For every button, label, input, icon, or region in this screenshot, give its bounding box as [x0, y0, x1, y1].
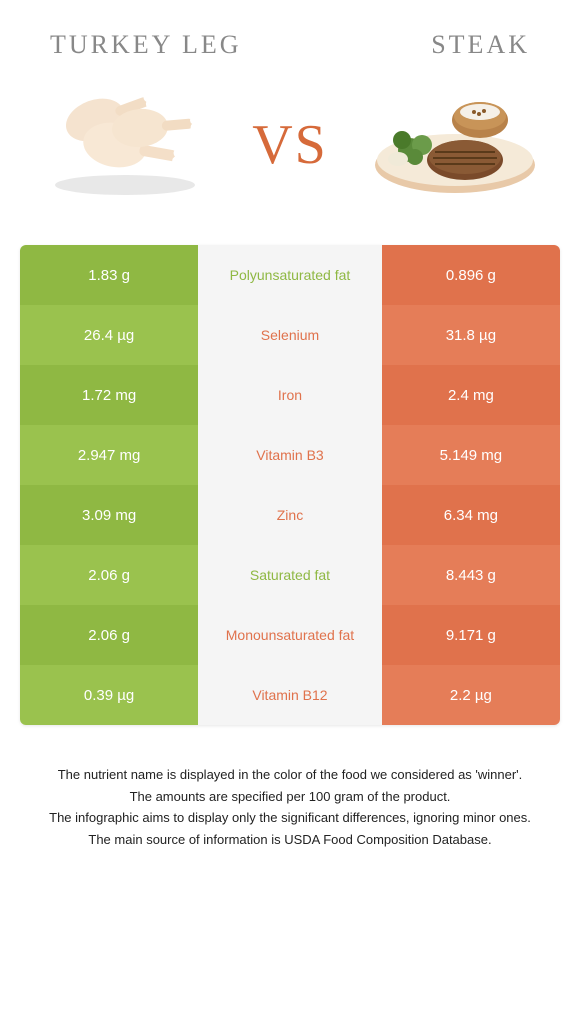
left-value: 1.72 mg	[20, 365, 198, 425]
turkey-leg-image	[40, 85, 210, 205]
left-value: 2.947 mg	[20, 425, 198, 485]
table-row: 2.06 gSaturated fat8.443 g	[20, 545, 560, 605]
footer-line-2: The amounts are specified per 100 gram o…	[35, 787, 545, 807]
left-value: 3.09 mg	[20, 485, 198, 545]
footer-line-4: The main source of information is USDA F…	[35, 830, 545, 850]
footer-line-3: The infographic aims to display only the…	[35, 808, 545, 828]
nutrient-name: Vitamin B3	[198, 425, 382, 485]
nutrient-name: Selenium	[198, 305, 382, 365]
nutrient-name: Zinc	[198, 485, 382, 545]
table-row: 26.4 µgSelenium31.8 µg	[20, 305, 560, 365]
left-title: TURKEY LEG	[50, 30, 242, 60]
footer-line-1: The nutrient name is displayed in the co…	[35, 765, 545, 785]
comparison-table: 1.83 gPolyunsaturated fat0.896 g26.4 µgS…	[20, 245, 560, 725]
right-value: 9.171 g	[382, 605, 560, 665]
right-value: 8.443 g	[382, 545, 560, 605]
table-row: 2.947 mgVitamin B35.149 mg	[20, 425, 560, 485]
steak-image	[370, 85, 540, 205]
right-value: 2.2 µg	[382, 665, 560, 725]
right-title: STEAK	[431, 30, 530, 60]
table-row: 3.09 mgZinc6.34 mg	[20, 485, 560, 545]
header: TURKEY LEG STEAK	[20, 30, 560, 60]
table-row: 1.72 mgIron2.4 mg	[20, 365, 560, 425]
right-value: 31.8 µg	[382, 305, 560, 365]
left-value: 26.4 µg	[20, 305, 198, 365]
left-value: 2.06 g	[20, 605, 198, 665]
table-row: 0.39 µgVitamin B122.2 µg	[20, 665, 560, 725]
right-value: 6.34 mg	[382, 485, 560, 545]
nutrient-name: Iron	[198, 365, 382, 425]
table-row: 1.83 gPolyunsaturated fat0.896 g	[20, 245, 560, 305]
left-value: 2.06 g	[20, 545, 198, 605]
right-value: 5.149 mg	[382, 425, 560, 485]
left-value: 1.83 g	[20, 245, 198, 305]
table-row: 2.06 gMonounsaturated fat9.171 g	[20, 605, 560, 665]
right-value: 0.896 g	[382, 245, 560, 305]
nutrient-name: Vitamin B12	[198, 665, 382, 725]
vs-label: VS	[252, 113, 328, 177]
nutrient-name: Saturated fat	[198, 545, 382, 605]
left-value: 0.39 µg	[20, 665, 198, 725]
footer-notes: The nutrient name is displayed in the co…	[20, 765, 560, 849]
right-value: 2.4 mg	[382, 365, 560, 425]
nutrient-name: Polyunsaturated fat	[198, 245, 382, 305]
nutrient-name: Monounsaturated fat	[198, 605, 382, 665]
hero-row: VS	[20, 85, 560, 205]
